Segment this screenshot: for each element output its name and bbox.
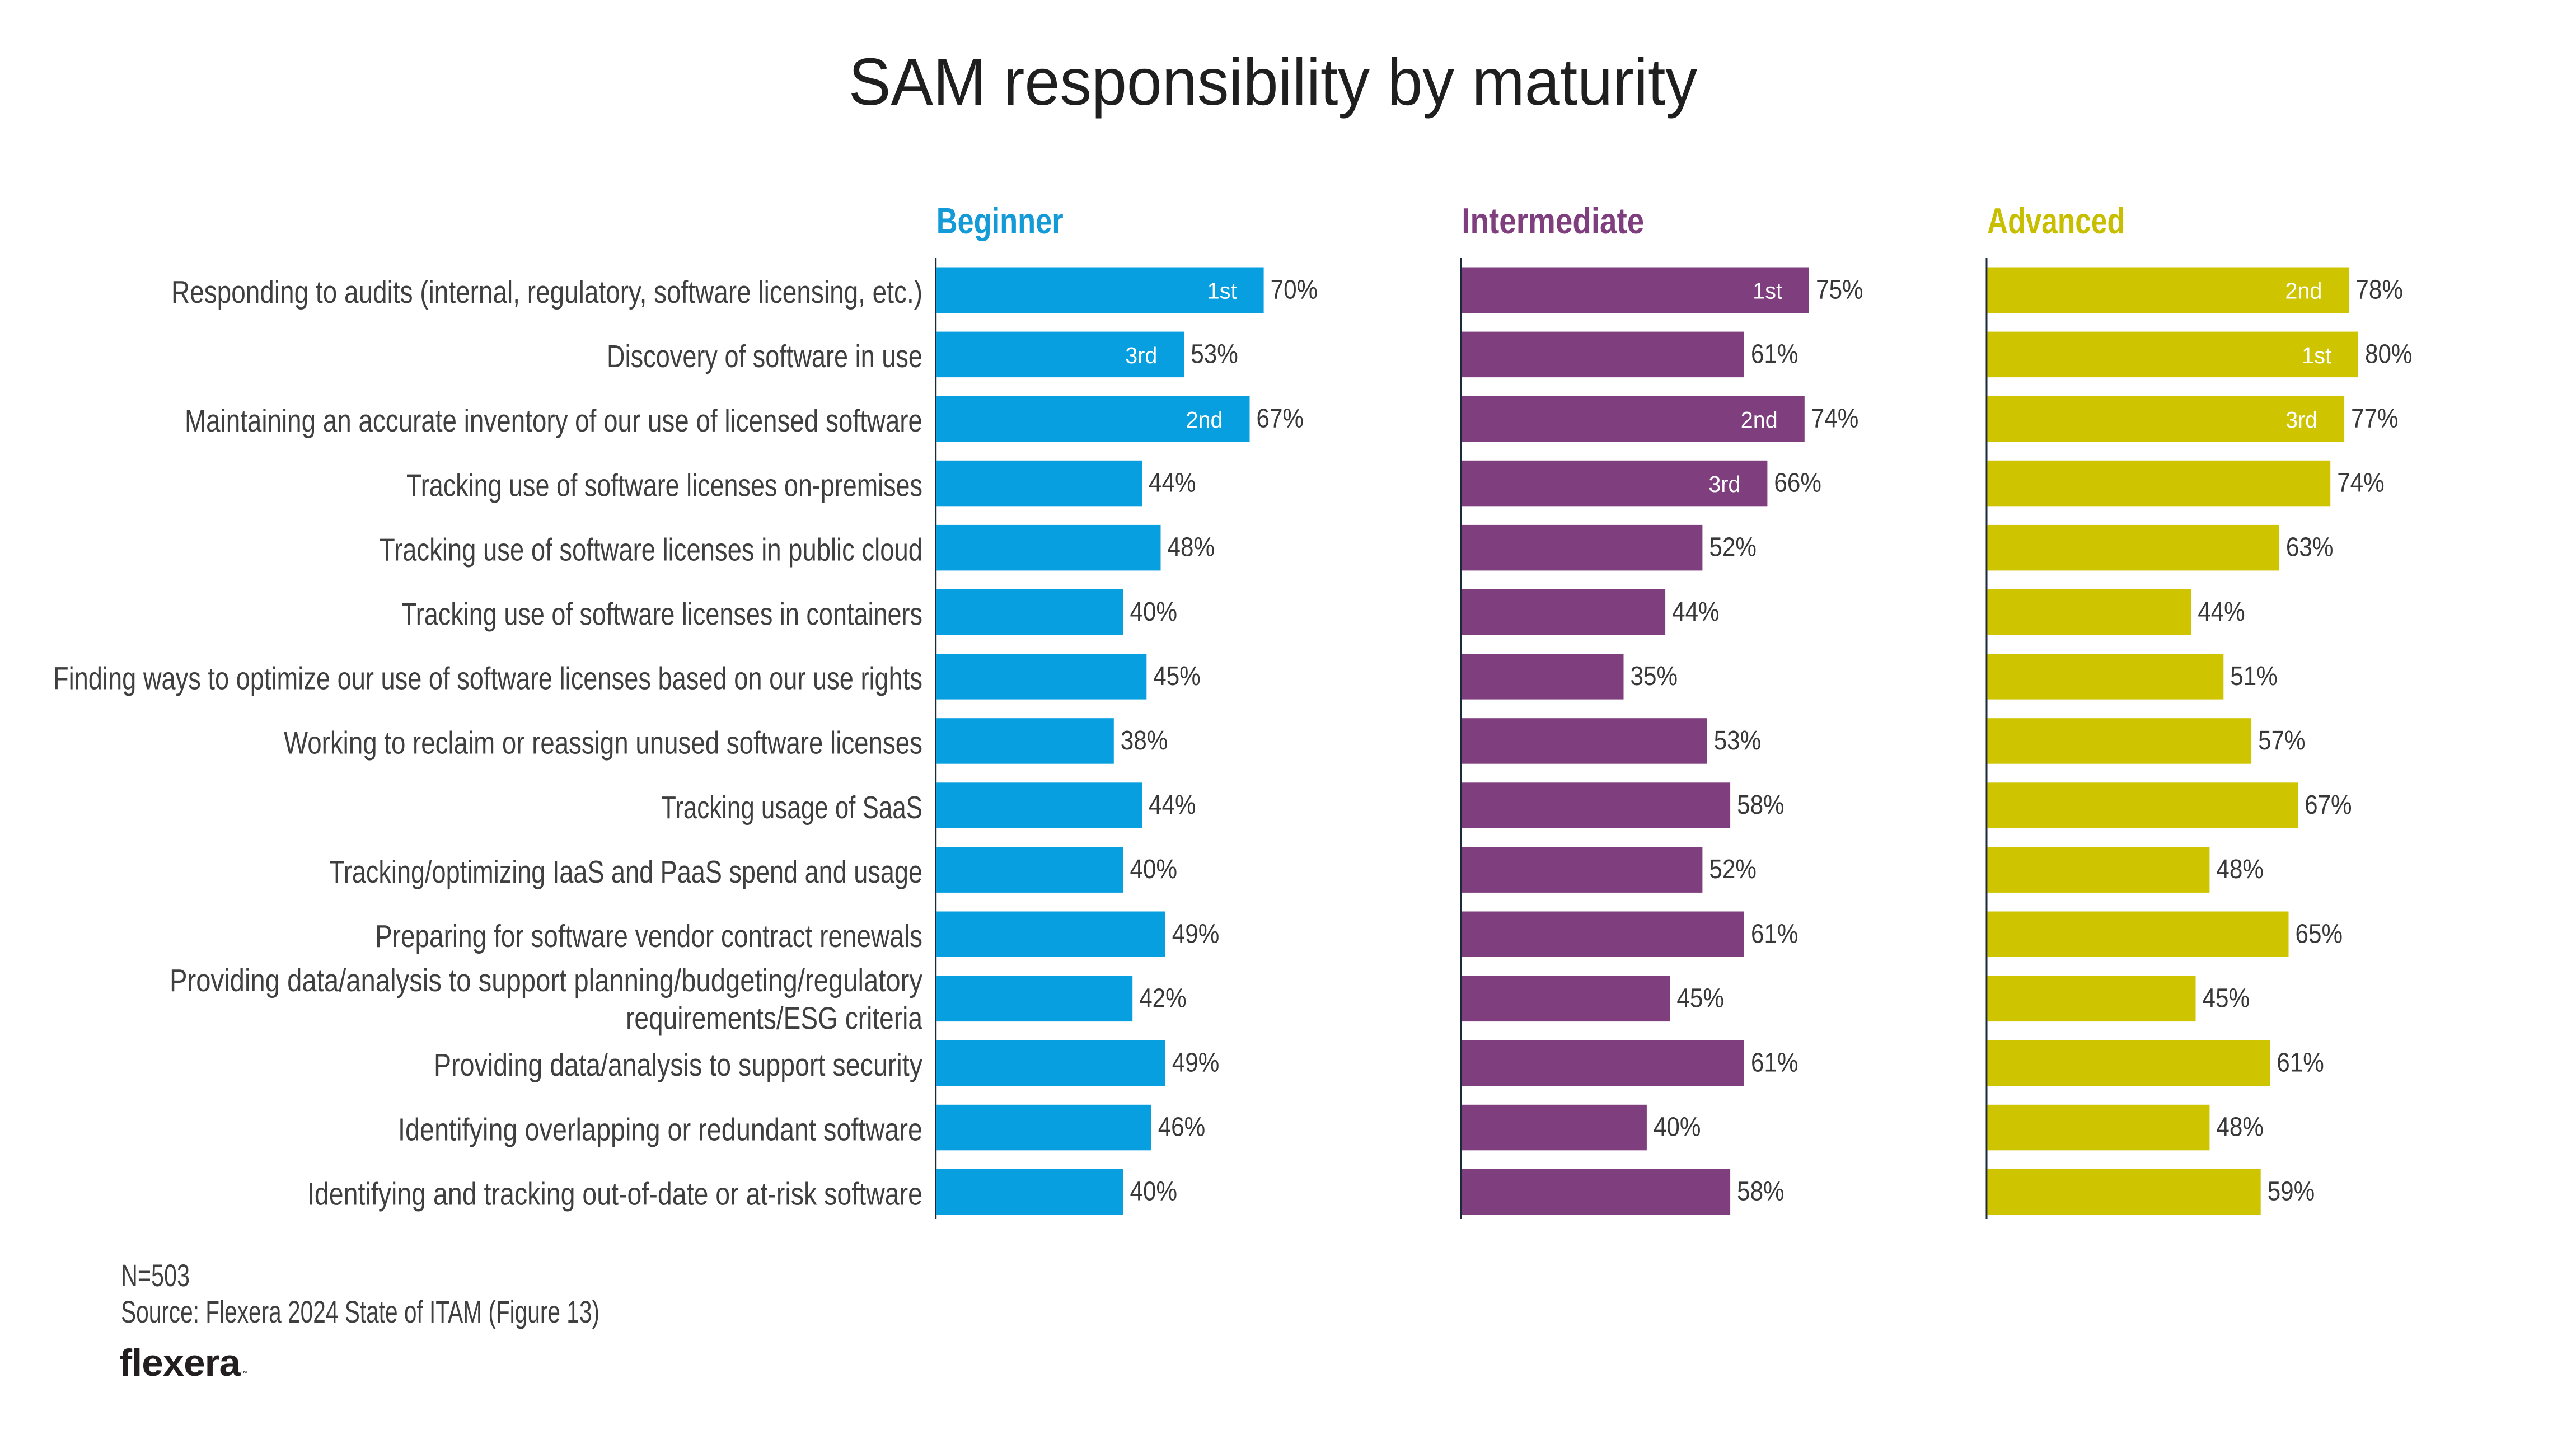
- svg-text:44%: 44%: [2198, 597, 2245, 627]
- svg-text:N=503: N=503: [121, 1258, 190, 1293]
- svg-text:44%: 44%: [1672, 597, 1720, 627]
- svg-text:67%: 67%: [1257, 404, 1304, 434]
- svg-text:Identifying overlapping or red: Identifying overlapping or redundant sof…: [398, 1112, 922, 1147]
- svg-text:58%: 58%: [1737, 790, 1785, 820]
- svg-text:66%: 66%: [1774, 468, 1821, 498]
- svg-text:Intermediate: Intermediate: [1462, 200, 1644, 241]
- svg-text:Tracking usage of SaaS: Tracking usage of SaaS: [661, 790, 922, 825]
- svg-text:3rd: 3rd: [1708, 471, 1740, 497]
- svg-text:40%: 40%: [1130, 597, 1178, 627]
- svg-text:48%: 48%: [2216, 854, 2264, 884]
- svg-text:Source: Flexera 2024 State of: Source: Flexera 2024 State of ITAM (Figu…: [121, 1294, 599, 1329]
- svg-text:Working to reclaim or reassign: Working to reclaim or reassign unused so…: [284, 725, 922, 761]
- svg-text:Preparing for software vendor: Preparing for software vendor contract r…: [375, 918, 922, 954]
- svg-text:45%: 45%: [2203, 983, 2250, 1013]
- svg-text:67%: 67%: [2305, 790, 2352, 820]
- svg-text:Providing data/analysis to sup: Providing data/analysis to support secur…: [434, 1047, 923, 1082]
- svg-text:Discovery of software in use: Discovery of software in use: [607, 339, 922, 374]
- svg-text:Advanced: Advanced: [1987, 200, 2125, 241]
- svg-text:53%: 53%: [1191, 339, 1238, 369]
- svg-text:42%: 42%: [1139, 983, 1187, 1013]
- svg-text:1st: 1st: [1207, 278, 1238, 304]
- svg-text:40%: 40%: [1130, 1176, 1178, 1207]
- svg-text:3rd: 3rd: [1125, 343, 1157, 368]
- svg-text:44%: 44%: [1149, 790, 1196, 820]
- svg-text:Beginner: Beginner: [936, 200, 1064, 241]
- svg-text:59%: 59%: [2268, 1176, 2315, 1207]
- svg-text:40%: 40%: [1654, 1112, 1701, 1142]
- svg-text:52%: 52%: [1709, 854, 1757, 884]
- svg-text:Tracking use of software licen: Tracking use of software licenses in pub…: [380, 532, 922, 567]
- svg-text:2nd: 2nd: [1186, 407, 1223, 433]
- svg-text:flexera: flexera: [119, 1342, 241, 1384]
- svg-text:1st: 1st: [2302, 343, 2332, 368]
- svg-text:74%: 74%: [2337, 468, 2385, 498]
- svg-text:61%: 61%: [1751, 918, 1798, 949]
- svg-text:48%: 48%: [2216, 1112, 2264, 1142]
- svg-text:Maintaining an accurate invent: Maintaining an accurate inventory of our…: [185, 403, 922, 438]
- svg-text:61%: 61%: [1751, 339, 1798, 369]
- svg-text:63%: 63%: [2286, 532, 2334, 562]
- svg-text:53%: 53%: [1714, 725, 1762, 756]
- svg-text:80%: 80%: [2365, 339, 2413, 369]
- svg-text:74%: 74%: [1811, 404, 1859, 434]
- svg-text:77%: 77%: [2351, 404, 2399, 434]
- svg-text:Identifying and tracking out-o: Identifying and tracking out-of-date or …: [307, 1176, 922, 1211]
- svg-text:49%: 49%: [1172, 1048, 1220, 1078]
- svg-text:52%: 52%: [1709, 532, 1757, 562]
- svg-text:65%: 65%: [2296, 918, 2343, 949]
- svg-text:45%: 45%: [1153, 661, 1201, 691]
- svg-text:Tracking use of software licen: Tracking use of software licenses on-pre…: [406, 467, 922, 503]
- svg-text:45%: 45%: [1676, 983, 1724, 1013]
- svg-text:70%: 70%: [1271, 274, 1318, 304]
- svg-text:2nd: 2nd: [1741, 407, 1778, 433]
- svg-text:58%: 58%: [1737, 1176, 1785, 1207]
- svg-text:48%: 48%: [1168, 532, 1215, 562]
- svg-text:35%: 35%: [1631, 661, 1678, 691]
- svg-text:2nd: 2nd: [2285, 278, 2322, 304]
- svg-text:78%: 78%: [2355, 274, 2403, 304]
- svg-text:61%: 61%: [1751, 1048, 1798, 1078]
- svg-text:1st: 1st: [1753, 278, 1783, 304]
- svg-text:requirements/ESG criteria: requirements/ESG criteria: [626, 1001, 922, 1036]
- svg-text:49%: 49%: [1172, 918, 1220, 949]
- svg-text:61%: 61%: [2277, 1048, 2324, 1078]
- svg-text:46%: 46%: [1158, 1112, 1206, 1142]
- svg-text:40%: 40%: [1130, 854, 1178, 884]
- svg-text:Providing data/analysis to sup: Providing data/analysis to support plann…: [170, 963, 923, 998]
- svg-text:Tracking/optimizing IaaS and P: Tracking/optimizing IaaS and PaaS spend …: [329, 854, 922, 889]
- svg-text:3rd: 3rd: [2285, 407, 2317, 433]
- svg-text:Finding ways to optimize our u: Finding ways to optimize our use of soft…: [53, 661, 922, 696]
- svg-text:Tracking use of software licen: Tracking use of software licenses in con…: [401, 597, 922, 632]
- svg-text:44%: 44%: [1149, 468, 1196, 498]
- svg-text:Responding to audits (internal: Responding to audits (internal, regulato…: [171, 274, 922, 310]
- svg-text:™: ™: [240, 1369, 247, 1377]
- svg-text:51%: 51%: [2230, 661, 2278, 691]
- svg-text:57%: 57%: [2258, 725, 2306, 756]
- svg-text:SAM responsibility by maturity: SAM responsibility by maturity: [849, 45, 1697, 119]
- svg-text:75%: 75%: [1816, 274, 1863, 304]
- svg-text:38%: 38%: [1121, 725, 1168, 756]
